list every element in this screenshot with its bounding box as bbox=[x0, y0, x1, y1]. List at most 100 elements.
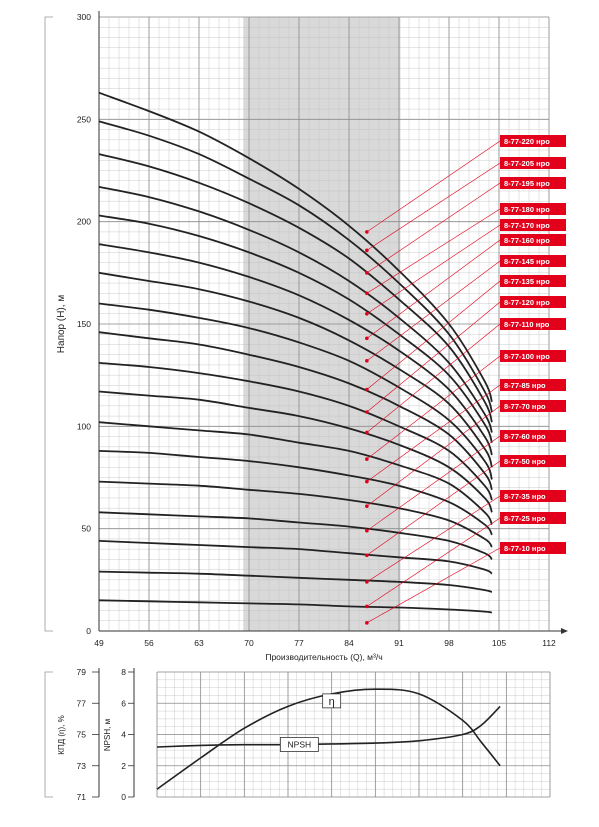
leader-line bbox=[366, 355, 501, 460]
series-label-box bbox=[500, 430, 566, 442]
lower-frame-bracket bbox=[44, 671, 53, 798]
efficiency-axis-title: КПД (η), % bbox=[57, 715, 66, 754]
leader-line bbox=[366, 405, 501, 507]
series-label-box bbox=[500, 512, 566, 524]
pump-curve-line bbox=[98, 480, 493, 548]
y-tick-label: 150 bbox=[77, 319, 91, 329]
series-label-text: 8-77-25 нро bbox=[504, 514, 546, 523]
series-label-box bbox=[500, 296, 566, 308]
duty-point-marker bbox=[365, 528, 369, 533]
x-tick-label: 49 bbox=[94, 638, 104, 648]
duty-point-marker bbox=[365, 604, 369, 609]
leader-line bbox=[366, 301, 501, 413]
duty-point-marker bbox=[365, 410, 369, 414]
series-label-box bbox=[500, 400, 566, 412]
efficiency-tick-label: 75 bbox=[77, 730, 87, 740]
series-label-box bbox=[500, 275, 566, 287]
y-tick-label: 200 bbox=[77, 217, 91, 227]
duty-point-marker bbox=[365, 336, 369, 341]
pump-curve-line bbox=[98, 120, 493, 413]
leader-line bbox=[366, 435, 501, 531]
series-label-text: 8-77-100 нро bbox=[504, 352, 550, 361]
duty-point-marker bbox=[365, 430, 369, 435]
y-tick-label: 0 bbox=[86, 626, 91, 636]
series-label-text: 8-77-120 нро bbox=[504, 298, 550, 307]
series-label-box bbox=[500, 177, 566, 189]
series-label-text: 8-77-70 нро bbox=[504, 402, 546, 411]
series-label-text: 8-77-135 нро bbox=[504, 277, 550, 286]
pump-curve-line bbox=[98, 511, 493, 561]
x-tick-label: 91 bbox=[394, 638, 404, 648]
leader-line bbox=[366, 162, 501, 251]
pump-curve-line bbox=[98, 390, 493, 513]
efficiency-tick-label: 71 bbox=[77, 792, 87, 802]
x-axis-title: Производительность (Q), м³/ч bbox=[265, 652, 382, 662]
series-label-text: 8-77-110 нро bbox=[504, 320, 550, 329]
x-tick-label: 105 bbox=[492, 638, 506, 648]
duty-point-marker bbox=[365, 291, 369, 296]
x-tick-label: 98 bbox=[444, 638, 454, 648]
series-label-box bbox=[500, 350, 566, 362]
leader-line bbox=[366, 384, 501, 482]
duty-point-marker bbox=[365, 553, 369, 558]
npsh-curve-label: NPSH bbox=[288, 739, 312, 749]
npsh-axis-title: NPSH, м bbox=[103, 719, 112, 751]
duty-point-marker bbox=[365, 271, 369, 275]
pump-curve-line bbox=[98, 450, 493, 536]
series-label-text: 8-77-205 нро bbox=[504, 159, 550, 168]
y-axis-title: Напор (H), м bbox=[56, 295, 67, 354]
series-label-box bbox=[500, 203, 566, 215]
series-label-box bbox=[500, 490, 566, 502]
x-tick-label: 63 bbox=[194, 638, 204, 648]
leader-line bbox=[366, 239, 501, 339]
series-label-text: 8-77-145 нро bbox=[504, 257, 550, 266]
duty-point-marker bbox=[365, 311, 369, 316]
leader-line bbox=[366, 224, 501, 315]
duty-point-marker bbox=[365, 621, 369, 625]
series-label-box bbox=[500, 455, 566, 467]
leader-line bbox=[366, 547, 501, 624]
series-label-box bbox=[500, 219, 566, 231]
series-label-text: 8-77-170 нро bbox=[504, 221, 550, 230]
efficiency-tick-label: 73 bbox=[77, 761, 87, 771]
duty-point-marker bbox=[365, 479, 369, 484]
pump-curve-line bbox=[98, 302, 493, 480]
pump-curve-line bbox=[98, 271, 493, 468]
head-curve-chart: 49 56 63 70 77 84 91 98 105 112 0 50 100 150 200 250 300… bbox=[44, 11, 568, 662]
leader-line bbox=[366, 495, 501, 583]
duty-point-marker bbox=[365, 359, 369, 363]
y-tick-label: 300 bbox=[77, 12, 91, 22]
leader-line bbox=[366, 182, 501, 274]
series-label-text: 8-77-85 нро bbox=[504, 381, 546, 390]
duty-point-marker bbox=[365, 457, 369, 461]
npsh-label-box bbox=[279, 737, 319, 752]
efficiency-tick-label: 79 bbox=[77, 667, 87, 677]
leader-line bbox=[366, 517, 501, 607]
x-tick-label: 84 bbox=[344, 638, 354, 648]
series-label-text: 8-77-195 нро bbox=[504, 179, 550, 188]
pump-curve-line bbox=[98, 331, 493, 491]
pump-curve-line bbox=[98, 362, 493, 501]
npsh-tick-label: 0 bbox=[121, 792, 126, 802]
leader-line bbox=[366, 323, 501, 433]
series-label-text: 8-77-60 нро bbox=[504, 432, 546, 441]
series-label-box bbox=[500, 135, 566, 147]
y-tick-label: 250 bbox=[77, 114, 91, 124]
x-axis-arrow bbox=[561, 628, 568, 634]
efficiency-label-box bbox=[322, 693, 342, 709]
series-label-box bbox=[500, 234, 566, 246]
pump-curve-line bbox=[98, 421, 493, 526]
efficiency-curve-label: η bbox=[329, 696, 335, 708]
leader-line bbox=[366, 460, 501, 556]
series-label-box bbox=[500, 542, 566, 554]
x-tick-label: 77 bbox=[294, 638, 304, 648]
chart-frame-bracket bbox=[44, 16, 53, 632]
efficiency-tick-label: 77 bbox=[77, 698, 87, 708]
pump-curve-line bbox=[98, 540, 493, 575]
npsh-tick-label: 4 bbox=[121, 730, 126, 740]
leader-line bbox=[366, 280, 501, 390]
duty-point-marker bbox=[365, 248, 369, 253]
series-label-text: 8-77-220 нро bbox=[504, 137, 550, 146]
